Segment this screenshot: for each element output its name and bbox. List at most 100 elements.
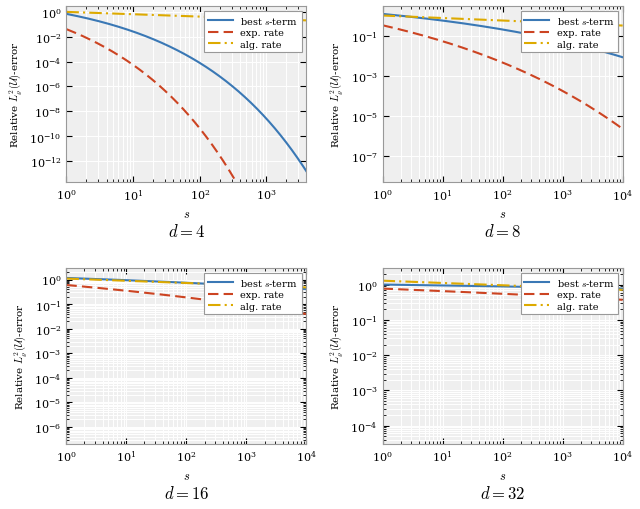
alg. rate [481, 282, 489, 288]
alg. rate [619, 287, 627, 293]
Line: alg. rate: alg. rate [383, 281, 623, 290]
exp. rate [295, 310, 303, 316]
alg. rate [619, 23, 627, 30]
Y-axis label: Relative $L^2_\varrho(\mathcal{U})$-error: Relative $L^2_\varrho(\mathcal{U})$-erro… [328, 42, 345, 148]
exp. rate [303, 345, 310, 351]
Legend: best $s$-term, exp. rate, alg. rate: best $s$-term, exp. rate, alg. rate [520, 273, 618, 315]
Line: exp. rate: exp. rate [67, 286, 307, 315]
Line: exp. rate: exp. rate [67, 30, 307, 348]
best $s$-term [303, 287, 310, 293]
best $s$-term [295, 286, 303, 292]
alg. rate [163, 279, 171, 286]
exp. rate [284, 289, 291, 295]
exp. rate [379, 23, 387, 29]
alg. rate [611, 287, 619, 293]
Line: best $s$-term: best $s$-term [383, 15, 623, 58]
exp. rate [295, 323, 303, 329]
exp. rate [237, 188, 244, 194]
exp. rate [479, 290, 487, 296]
best $s$-term [493, 284, 500, 290]
Line: best $s$-term: best $s$-term [67, 15, 307, 172]
exp. rate [165, 93, 173, 99]
Y-axis label: Relative $L^2_\varrho(\mathcal{U})$-error: Relative $L^2_\varrho(\mathcal{U})$-erro… [12, 303, 29, 409]
alg. rate [165, 13, 173, 19]
best $s$-term [481, 24, 489, 31]
Line: best $s$-term: best $s$-term [383, 285, 623, 289]
alg. rate [379, 13, 387, 19]
Line: alg. rate: alg. rate [383, 16, 623, 26]
exp. rate [165, 293, 173, 299]
alg. rate [237, 282, 244, 289]
best $s$-term [600, 286, 607, 292]
exp. rate [237, 302, 244, 308]
alg. rate [284, 284, 291, 290]
alg. rate [165, 280, 173, 286]
exp. rate [553, 86, 561, 92]
exp. rate [600, 296, 607, 302]
exp. rate [479, 53, 487, 59]
best $s$-term [237, 91, 244, 97]
best $s$-term [619, 55, 627, 61]
Line: alg. rate: alg. rate [67, 13, 307, 21]
best $s$-term [303, 169, 310, 175]
alg. rate [553, 21, 561, 27]
exp. rate [177, 104, 184, 110]
exp. rate [553, 294, 561, 300]
Line: exp. rate: exp. rate [383, 26, 623, 130]
best $s$-term [284, 286, 291, 292]
best $s$-term [493, 26, 500, 33]
best $s$-term [237, 283, 244, 289]
exp. rate [619, 127, 627, 133]
alg. rate [163, 13, 171, 19]
best $s$-term [379, 12, 387, 18]
best $s$-term [481, 284, 489, 290]
exp. rate [63, 282, 70, 289]
best $s$-term [600, 49, 607, 55]
best $s$-term [553, 285, 561, 291]
alg. rate [379, 278, 387, 284]
alg. rate [284, 18, 291, 24]
Line: alg. rate: alg. rate [67, 279, 307, 288]
best $s$-term [163, 279, 171, 286]
alg. rate [303, 18, 310, 24]
exp. rate [611, 297, 619, 303]
alg. rate [177, 14, 184, 20]
exp. rate [493, 58, 500, 64]
alg. rate [295, 18, 303, 24]
alg. rate [600, 22, 607, 29]
Legend: best $s$-term, exp. rate, alg. rate: best $s$-term, exp. rate, alg. rate [204, 273, 301, 315]
alg. rate [481, 18, 489, 24]
X-axis label: $s$: $s$ [499, 469, 506, 482]
Y-axis label: Relative $L^2_\varrho(\mathcal{U})$-error: Relative $L^2_\varrho(\mathcal{U})$-erro… [7, 42, 24, 148]
exp. rate [611, 121, 619, 127]
best $s$-term [177, 50, 184, 56]
Legend: best $s$-term, exp. rate, alg. rate: best $s$-term, exp. rate, alg. rate [204, 12, 301, 53]
X-axis label: $s$: $s$ [499, 208, 506, 220]
exp. rate [163, 91, 171, 97]
exp. rate [303, 312, 310, 318]
best $s$-term [479, 24, 487, 31]
best $s$-term [177, 280, 184, 286]
best $s$-term [611, 53, 619, 59]
Text: $d = 32$: $d = 32$ [480, 485, 525, 501]
exp. rate [177, 294, 184, 300]
Legend: best $s$-term, exp. rate, alg. rate: best $s$-term, exp. rate, alg. rate [520, 12, 618, 53]
Text: $d = 4$: $d = 4$ [168, 223, 205, 240]
best $s$-term [163, 43, 171, 49]
alg. rate [303, 285, 310, 291]
best $s$-term [379, 282, 387, 288]
exp. rate [63, 27, 70, 33]
best $s$-term [479, 284, 487, 290]
alg. rate [63, 276, 70, 282]
best $s$-term [165, 44, 173, 50]
exp. rate [379, 286, 387, 292]
alg. rate [177, 280, 184, 286]
alg. rate [600, 287, 607, 293]
alg. rate [237, 16, 244, 22]
alg. rate [493, 282, 500, 289]
best $s$-term [63, 275, 70, 281]
exp. rate [284, 308, 291, 315]
best $s$-term [611, 286, 619, 292]
Text: $d = 8$: $d = 8$ [484, 223, 521, 240]
Y-axis label: Relative $L^2_\varrho(\mathcal{U})$-error: Relative $L^2_\varrho(\mathcal{U})$-erro… [328, 303, 345, 409]
